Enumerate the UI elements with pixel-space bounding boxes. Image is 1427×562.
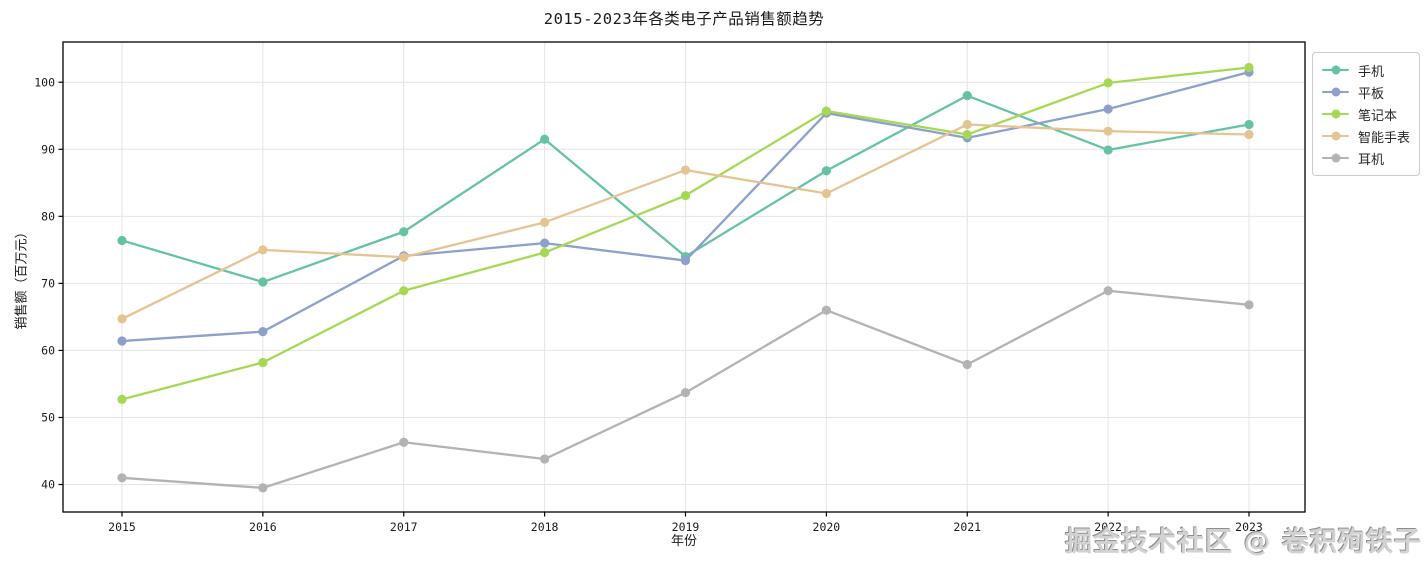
y-tick-label: 60 — [41, 344, 55, 358]
y-tick-label: 70 — [41, 277, 55, 291]
series-smartwatch — [117, 119, 1254, 324]
legend-item-earphones: 耳机 — [1322, 147, 1410, 169]
y-axis-label: 销售额（百万元） — [14, 225, 30, 330]
x-tick-label: 2022 — [1094, 520, 1122, 534]
legend-item-smartwatch: 智能手表 — [1322, 125, 1410, 147]
x-tick-label: 2016 — [249, 520, 277, 534]
y-tick-label: 100 — [34, 75, 55, 89]
series-marker-laptop — [540, 247, 550, 258]
y-tick-label: 80 — [41, 210, 55, 224]
series-marker-smartwatch — [962, 119, 972, 130]
x-axis-label: 年份 — [670, 534, 697, 549]
legend-item-laptop: 笔记本 — [1322, 103, 1410, 125]
series-marker-phone — [399, 227, 409, 237]
series-marker-smartwatch — [117, 314, 127, 324]
series-marker-laptop — [399, 286, 409, 296]
legend-line-dot-icon — [1322, 65, 1349, 75]
legend-line-dot-icon — [1322, 87, 1349, 97]
legend-label: 耳机 — [1358, 152, 1385, 168]
series-marker-tablet — [1103, 104, 1113, 114]
series-marker-laptop — [821, 106, 831, 116]
series-marker-earphones — [540, 454, 550, 464]
series-marker-laptop — [258, 357, 268, 368]
series-marker-phone — [1244, 119, 1254, 130]
series-marker-earphones — [399, 437, 409, 447]
series-marker-tablet — [540, 238, 550, 248]
legend-label: 笔记本 — [1358, 108, 1398, 124]
series-marker-smartwatch — [540, 217, 550, 227]
series-marker-phone — [258, 277, 268, 287]
legend-item-tablet: 平板 — [1322, 81, 1410, 103]
series-marker-tablet — [117, 336, 127, 346]
series-marker-smartwatch — [680, 165, 691, 175]
series-marker-earphones — [258, 483, 268, 493]
series-marker-tablet — [258, 327, 268, 337]
legend-label: 平板 — [1358, 86, 1385, 102]
y-tick-label: 50 — [41, 411, 55, 425]
series-marker-earphones — [117, 473, 127, 483]
series-marker-earphones — [1103, 286, 1113, 296]
series-marker-tablet — [680, 255, 691, 266]
x-tick-label: 2019 — [672, 520, 700, 534]
x-tick-label: 2020 — [813, 520, 841, 534]
legend-line-dot-icon — [1322, 131, 1349, 141]
series-marker-laptop — [1244, 62, 1254, 73]
series-earphones — [117, 286, 1254, 493]
x-tick-label: 2015 — [108, 520, 136, 534]
series-marker-smartwatch — [399, 252, 409, 262]
series-marker-earphones — [680, 388, 691, 398]
legend-label: 手机 — [1358, 64, 1385, 80]
legend-line-dot-icon — [1322, 109, 1349, 119]
x-tick-label: 2017 — [390, 520, 418, 534]
plot-border — [62, 41, 1306, 513]
series-marker-earphones — [962, 359, 972, 370]
x-tick-label: 2018 — [531, 520, 559, 534]
series-marker-laptop — [117, 394, 127, 404]
legend-item-phone: 手机 — [1322, 59, 1410, 81]
series-marker-phone — [540, 134, 550, 144]
legend-box: 手机平板笔记本智能手表耳机 — [1312, 52, 1420, 176]
series-marker-laptop — [1103, 78, 1113, 88]
x-tick-label: 2023 — [1235, 520, 1263, 534]
series-marker-smartwatch — [1103, 126, 1113, 136]
series-laptop — [117, 62, 1254, 404]
series-marker-phone — [821, 166, 831, 176]
series-marker-laptop — [962, 129, 972, 140]
series-marker-phone — [962, 91, 972, 101]
y-tick-label: 40 — [41, 478, 55, 492]
legend-line-dot-icon — [1322, 153, 1349, 163]
chart-title: 2015-2023年各类电子产品销售额趋势 — [543, 10, 825, 28]
y-tick-label: 90 — [41, 142, 55, 156]
series-marker-phone — [117, 235, 127, 246]
x-tick-label: 2021 — [953, 520, 981, 534]
series-marker-laptop — [680, 190, 691, 201]
series-marker-smartwatch — [258, 245, 268, 255]
legend-label: 智能手表 — [1358, 130, 1411, 146]
series-marker-smartwatch — [821, 188, 831, 199]
series-marker-earphones — [1244, 300, 1254, 310]
series-marker-phone — [1103, 145, 1113, 155]
series-marker-earphones — [821, 305, 831, 315]
series-marker-smartwatch — [1244, 129, 1254, 140]
